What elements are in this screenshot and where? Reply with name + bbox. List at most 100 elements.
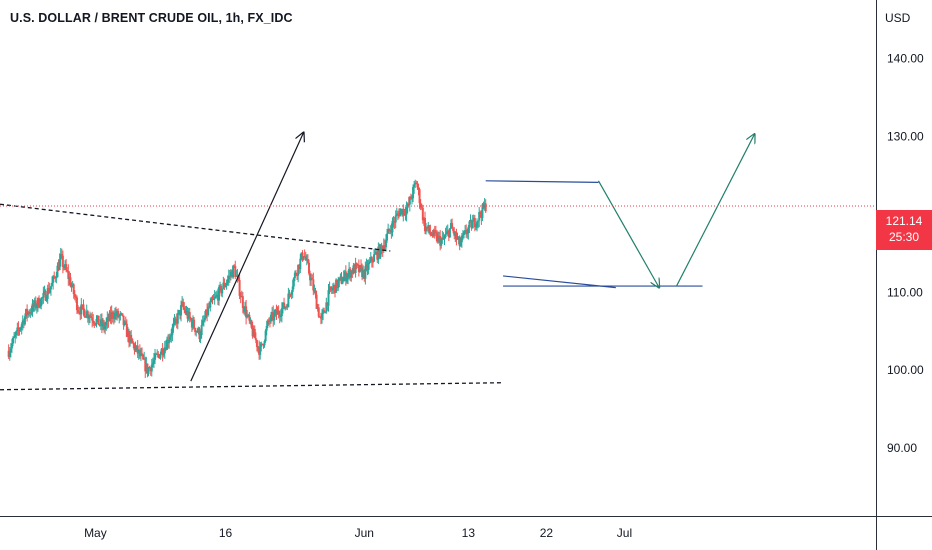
candle-up [474, 226, 477, 228]
candle-down [83, 309, 86, 318]
candle-down [190, 320, 193, 328]
candle-down [141, 353, 144, 355]
candle-up [80, 304, 83, 315]
trend-arrow[interactable] [675, 134, 755, 287]
candle-up [384, 240, 387, 248]
candle-down [186, 311, 189, 319]
candle-down [7, 350, 10, 357]
candle-down [144, 358, 147, 372]
candle-down [304, 256, 307, 261]
candle-up [463, 231, 466, 235]
candle-down [258, 346, 261, 355]
candle-up [96, 315, 99, 320]
candle-up [373, 254, 376, 262]
candle-down [465, 230, 468, 235]
candle-down [91, 317, 94, 321]
time-tick-label: Jul [617, 526, 632, 540]
candle-up [150, 364, 153, 372]
candle-up [200, 324, 203, 336]
candle-up [379, 244, 382, 258]
candle-up [280, 308, 283, 316]
candle-down [167, 339, 170, 344]
candle-up [266, 320, 269, 327]
candle-up [31, 303, 34, 313]
candle-down [237, 277, 240, 281]
trend-arrow[interactable] [597, 180, 659, 288]
candle-up [310, 278, 313, 281]
candle-up [459, 242, 462, 247]
candle-up [284, 306, 287, 309]
candle-up [85, 311, 88, 317]
candle-down [401, 208, 404, 216]
candle-down [158, 354, 161, 359]
candle-down [415, 182, 418, 184]
candle-down [93, 322, 96, 324]
candle-down [319, 316, 322, 319]
drawing-line[interactable] [485, 180, 599, 183]
candle-up [35, 306, 38, 309]
candle-down [161, 348, 164, 356]
candle-up [322, 310, 325, 314]
candle-down [409, 197, 412, 200]
candle-up [43, 291, 46, 293]
candle-up [259, 346, 262, 355]
candle-down [65, 264, 68, 270]
candle-down [155, 353, 158, 355]
candle-down [66, 269, 69, 272]
candle-down [356, 264, 359, 266]
candle-up [152, 359, 155, 363]
candle-down [277, 310, 280, 315]
candle-down [30, 312, 33, 314]
candle-down [334, 284, 337, 293]
candle-down [28, 311, 31, 314]
candle-down [234, 266, 237, 277]
candle-down [72, 284, 75, 295]
trend-arrow[interactable] [190, 133, 304, 382]
candle-up [209, 302, 212, 308]
candle-down [262, 344, 265, 346]
candle-down [420, 207, 423, 209]
candle-up [352, 265, 355, 274]
candle-up [13, 336, 16, 338]
candle-down [447, 230, 450, 238]
candle-up [52, 276, 55, 283]
candle-up [367, 262, 370, 270]
candle-up [42, 292, 45, 298]
candle-down [223, 282, 226, 288]
candle-up [204, 309, 207, 318]
candle-down [122, 315, 125, 325]
candle-down [54, 277, 57, 279]
candle-up [162, 353, 165, 356]
bar-countdown: 25:30 [888, 230, 920, 244]
candle-down [283, 302, 286, 309]
candle-up [25, 309, 28, 317]
candle-down [121, 313, 124, 316]
candle-down [442, 237, 445, 239]
candle-up [88, 316, 91, 318]
candle-up [19, 327, 22, 330]
candle-up [123, 321, 126, 325]
candle-down [349, 268, 352, 278]
candle-down [125, 323, 128, 337]
candle-down [67, 271, 70, 279]
candle-up [221, 288, 224, 294]
time-axis[interactable]: May 16 Jun 13 22 Jul [84, 526, 632, 540]
last-price-badge: 121.14 25:30 [876, 210, 932, 250]
candle-up [299, 258, 302, 270]
candle-up [197, 328, 200, 333]
candle-down [124, 321, 127, 324]
candle-up [12, 337, 15, 344]
candle-down [183, 307, 186, 310]
candle-down [78, 311, 81, 313]
dashed-trendline[interactable] [0, 203, 391, 252]
candle-up [165, 339, 168, 350]
candle-up [481, 204, 484, 218]
candle-up [247, 314, 250, 316]
candle-up [382, 245, 385, 252]
candle-up [68, 277, 71, 279]
candle-down [376, 251, 379, 260]
candle-up [199, 335, 202, 340]
candle-down [289, 294, 292, 296]
candle-down [429, 231, 432, 234]
